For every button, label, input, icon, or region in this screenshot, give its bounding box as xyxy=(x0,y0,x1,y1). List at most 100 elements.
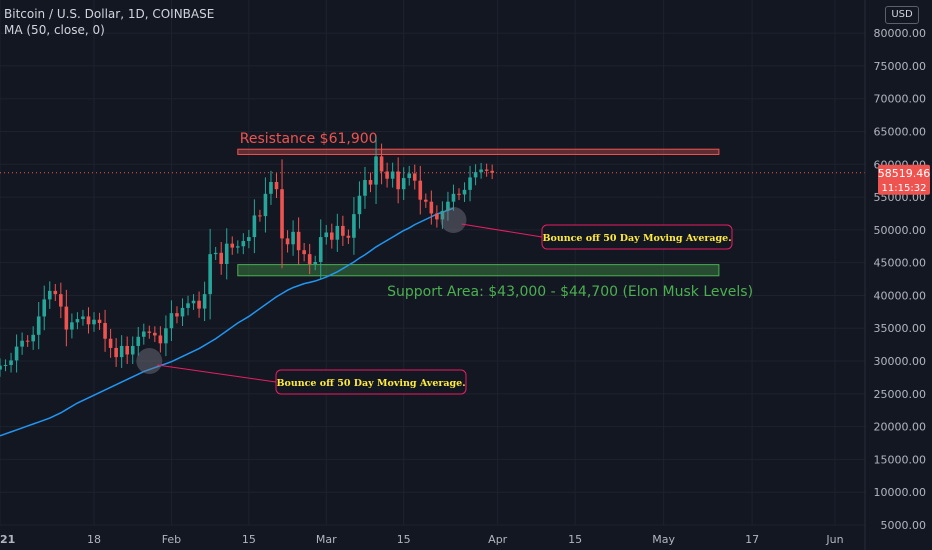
candle-body xyxy=(20,340,24,347)
candle-body xyxy=(125,345,129,355)
candle-body xyxy=(47,290,52,300)
candle-body xyxy=(97,319,102,323)
candle-body xyxy=(42,299,47,317)
candle-body xyxy=(285,238,290,245)
candle-body xyxy=(75,319,80,323)
x-axis: 2021 18 Feb 15 Mar 15 Apr 15 May 17 Jun xyxy=(0,533,844,546)
y-tick-label: 80000.00 xyxy=(874,27,927,40)
candle-body xyxy=(208,254,212,295)
candle-body xyxy=(479,169,483,173)
candle-body xyxy=(81,316,85,320)
indicator-line: MA (50, close, 0) xyxy=(4,23,105,37)
candle-body xyxy=(302,250,306,255)
y-tick-label: 10000.00 xyxy=(874,486,927,499)
x-tick-label: Feb xyxy=(162,533,181,546)
candle-body xyxy=(318,237,323,263)
candle-body xyxy=(169,313,174,329)
candle-body xyxy=(296,231,301,251)
candle-body xyxy=(440,210,445,220)
candle-body xyxy=(390,171,395,179)
candle-body xyxy=(291,231,295,245)
candle-body xyxy=(86,316,91,325)
support-band xyxy=(237,264,720,277)
moving-average xyxy=(0,207,454,437)
price-badge: 58519.46 11:15:32 xyxy=(878,164,931,195)
y-tick-label: 50000.00 xyxy=(874,224,927,237)
callout-text: Bounce off 50 Day Moving Average. xyxy=(542,233,731,244)
candle-body xyxy=(197,300,201,309)
x-tick-label: 17 xyxy=(745,533,759,546)
candle-body xyxy=(274,181,279,190)
candle-body xyxy=(136,336,141,346)
x-tick-label: Mar xyxy=(316,533,337,546)
candle-body xyxy=(31,334,35,342)
candle-body xyxy=(335,225,340,240)
candle-body xyxy=(202,294,207,309)
symbol-line: Bitcoin / U.S. Dollar, 1D, COINBASE xyxy=(4,7,215,21)
candle-body xyxy=(114,347,118,358)
x-tick-label: Apr xyxy=(488,533,508,546)
y-tick-label: 20000.00 xyxy=(874,421,927,434)
candle-body xyxy=(435,213,439,220)
candle-body xyxy=(374,156,378,185)
chart-legend: Bitcoin / U.S. Dollar, 1D, COINBASE MA (… xyxy=(4,6,214,38)
y-tick-label: 45000.00 xyxy=(874,257,927,270)
candle-body xyxy=(385,171,389,179)
candles xyxy=(0,137,494,377)
candle-body xyxy=(247,237,251,242)
candle-body xyxy=(14,346,19,361)
y-tick-label: 70000.00 xyxy=(874,93,927,106)
candle-body xyxy=(230,243,235,248)
candle-body xyxy=(341,225,345,236)
y-tick-label: 40000.00 xyxy=(874,289,927,302)
y-tick-label: 30000.00 xyxy=(874,355,927,368)
annotation-bands: Resistance $61,900 Support Area: $43,000 … xyxy=(237,131,753,300)
x-tick-label: 15 xyxy=(397,533,411,546)
candle-body xyxy=(379,156,384,172)
candle-body xyxy=(175,313,179,317)
candle-body xyxy=(235,246,240,248)
candle-body xyxy=(368,180,373,185)
candle-body xyxy=(418,180,423,200)
candle-body xyxy=(36,316,41,335)
callout-pointer xyxy=(461,223,543,238)
candle-body xyxy=(119,345,124,358)
currency-badge[interactable]: USD xyxy=(885,6,919,24)
candle-body xyxy=(9,360,13,365)
candle-body xyxy=(462,189,467,195)
candle-body xyxy=(263,193,268,217)
y-tick-label: 15000.00 xyxy=(874,453,927,466)
ma-line xyxy=(0,207,454,437)
candle-body xyxy=(108,338,113,348)
x-tick-label: 2021 xyxy=(0,533,15,546)
candle-body xyxy=(191,300,196,304)
candle-body xyxy=(224,243,229,264)
callout-pointer xyxy=(157,364,277,383)
y-axis: 80000.0075000.0070000.0065000.0060000.00… xyxy=(874,27,927,532)
candle-body xyxy=(324,232,329,238)
price-badge-box xyxy=(878,164,930,195)
candle-body xyxy=(424,199,428,202)
y-tick-label: 25000.00 xyxy=(874,388,927,401)
candle-body xyxy=(213,252,218,255)
candle-body xyxy=(241,241,246,247)
callout-text: Bounce off 50 Day Moving Average. xyxy=(276,378,465,389)
candle-body xyxy=(407,173,412,179)
candle-body xyxy=(352,214,356,238)
bounce-marker xyxy=(440,207,467,234)
x-tick-label: 18 xyxy=(87,533,101,546)
candle-body xyxy=(25,340,30,342)
grid-lines xyxy=(0,0,865,526)
candle-body xyxy=(147,331,152,333)
price-badge-value: 58519.46 xyxy=(878,167,931,180)
candle-body xyxy=(307,254,312,264)
callout-box xyxy=(275,369,467,395)
candle-body xyxy=(396,171,400,190)
candle-body xyxy=(0,365,2,370)
candle-body xyxy=(357,195,362,215)
x-tick-label: Jun xyxy=(825,533,843,546)
y-tick-label: 75000.00 xyxy=(874,60,927,73)
candle-body xyxy=(92,319,96,325)
